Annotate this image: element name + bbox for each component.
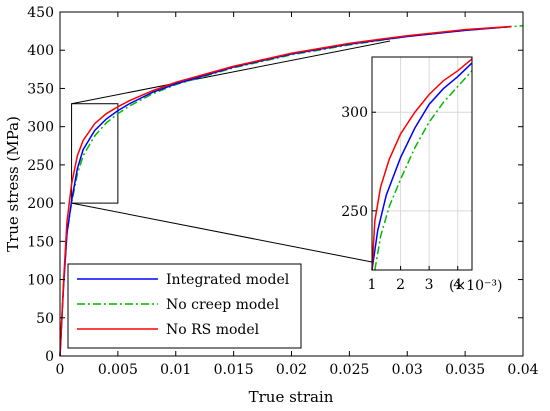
inset-x-tick-label: 1: [368, 277, 377, 293]
inset-frame: [371, 56, 473, 271]
inset-zoom-plot: 1 2 3 4 250 300 (×10⁻³): [341, 56, 502, 294]
legend: Integrated model No creep model No RS mo…: [67, 263, 302, 349]
inset-x-tick-label: 3: [425, 277, 434, 293]
inset-series-line-2: [371, 58, 473, 271]
main-series-group: [59, 25, 524, 357]
inset-y-tick-label: 300: [341, 105, 368, 121]
y-tick-label: 0: [45, 349, 54, 365]
legend-label-no-rs: No RS model: [166, 322, 260, 338]
inset-series-group: [371, 58, 473, 271]
x-tick-label: 0.01: [160, 362, 191, 378]
inset-series-line-0: [371, 62, 473, 271]
y-tick-label: 450: [27, 5, 54, 21]
zoom-rectangle: [71, 103, 119, 204]
x-tick-label: 0.02: [276, 362, 307, 378]
inset-y-tick-label: 250: [341, 204, 368, 220]
zoom-connector-bottom: [71, 202, 373, 263]
y-axis-title: True stress (MPa): [4, 116, 22, 252]
x-tick-label: 0.015: [214, 362, 254, 378]
x-tick-label: 0.035: [445, 362, 485, 378]
y-tick-label: 400: [27, 43, 54, 59]
inset-background: [372, 57, 472, 270]
zoom-connector-top: [71, 40, 391, 105]
inset-x-tick-label: 2: [396, 277, 405, 293]
zoom-region-box: [71, 40, 391, 263]
y-tick-label: 250: [27, 158, 54, 174]
x-tick-label: 0: [56, 362, 65, 378]
x-axis-title: True strain: [249, 388, 334, 406]
inset-x-unit-label: (×10⁻³): [449, 278, 502, 294]
series-line-0: [59, 25, 512, 357]
y-tick-label: 300: [27, 120, 54, 136]
y-tick-label: 200: [27, 196, 54, 212]
inset-ticks: 1 2 3 4 250 300: [341, 105, 462, 293]
inset-x-tick-label: 4: [453, 277, 462, 293]
y-tick-label: 350: [27, 81, 54, 97]
x-tick-label: 0.03: [392, 362, 423, 378]
x-tick-label: 0.04: [507, 362, 538, 378]
x-axis-ticks: 0 0.005 0.01 0.015 0.02 0.025 0.03 0.035 0.04: [56, 12, 539, 378]
x-tick-label: 0.005: [98, 362, 138, 378]
y-tick-label: 100: [27, 273, 54, 289]
y-tick-label: 50: [36, 311, 54, 327]
inset-series-line-1: [374, 70, 473, 271]
series-line-2: [59, 25, 512, 357]
legend-label-integrated: Integrated model: [166, 272, 290, 288]
x-tick-label: 0.025: [329, 362, 369, 378]
y-tick-label: 150: [27, 234, 54, 250]
y-axis-ticks: 0 50 100 150 200 250 300 350 400 450: [27, 5, 523, 365]
legend-box: [67, 263, 302, 349]
legend-label-no-creep: No creep model: [166, 297, 280, 313]
